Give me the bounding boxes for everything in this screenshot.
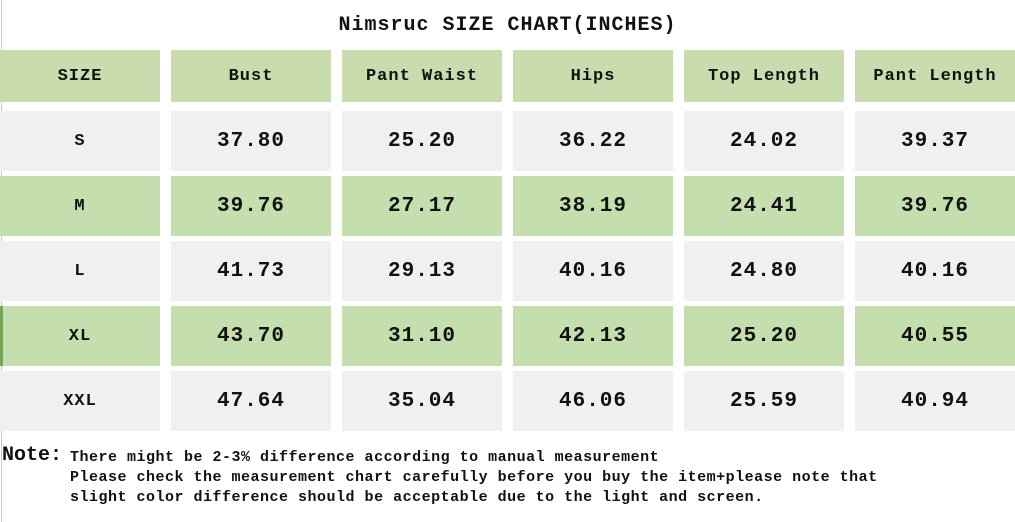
- top-length-value: 25.59: [684, 371, 844, 431]
- pant-waist-value: 29.13: [342, 241, 502, 301]
- table-row-s: S 37.80 25.20 36.22 24.02 39.37: [0, 111, 1015, 171]
- bust-value: 47.64: [171, 371, 331, 431]
- table-row-xxl: XXL 47.64 35.04 46.06 25.59 40.94: [0, 371, 1015, 431]
- column-header-size: SIZE: [0, 50, 160, 102]
- note-line-3: slight color difference should be accept…: [70, 489, 764, 506]
- size-label: L: [0, 241, 160, 301]
- size-label: M: [0, 176, 160, 236]
- pant-waist-value: 27.17: [342, 176, 502, 236]
- pant-waist-value: 25.20: [342, 111, 502, 171]
- size-label-text: XL: [68, 326, 92, 346]
- hips-value: 38.19: [513, 176, 673, 236]
- note-label: Note:: [2, 444, 63, 467]
- pant-length-value: 40.55: [855, 306, 1015, 366]
- column-header-top-length: Top Length: [684, 50, 844, 102]
- bust-value: 43.70: [171, 306, 331, 366]
- table-row-m: M 39.76 27.17 38.19 24.41 39.76: [0, 176, 1015, 236]
- column-header-hips: Hips: [513, 50, 673, 102]
- note-section: Note: There might be 2-3% difference acc…: [0, 445, 1015, 508]
- pant-waist-value: 35.04: [342, 371, 502, 431]
- table-row-l: L 41.73 29.13 40.16 24.80 40.16: [0, 241, 1015, 301]
- top-length-value: 25.20: [684, 306, 844, 366]
- pant-length-value: 40.16: [855, 241, 1015, 301]
- table-header-row: SIZE Bust Pant Waist Hips Top Length Pan…: [0, 50, 1015, 102]
- bust-value: 37.80: [171, 111, 331, 171]
- size-table: SIZE Bust Pant Waist Hips Top Length Pan…: [0, 50, 1015, 431]
- pant-length-value: 39.76: [855, 176, 1015, 236]
- bust-value: 39.76: [171, 176, 331, 236]
- pant-length-value: 39.37: [855, 111, 1015, 171]
- note-body: There might be 2-3% difference according…: [70, 445, 878, 508]
- size-label: S: [0, 111, 160, 171]
- hips-value: 40.16: [513, 241, 673, 301]
- hips-value: 46.06: [513, 371, 673, 431]
- chart-title: Nimsruc SIZE CHART(INCHES): [338, 13, 677, 37]
- note-line-2: Please check the measurement chart caref…: [70, 469, 878, 486]
- pant-waist-value: 31.10: [342, 306, 502, 366]
- pant-length-value: 40.94: [855, 371, 1015, 431]
- bust-value: 41.73: [171, 241, 331, 301]
- top-length-value: 24.41: [684, 176, 844, 236]
- hips-value: 36.22: [513, 111, 673, 171]
- top-length-value: 24.80: [684, 241, 844, 301]
- xl-row-left-edge: [0, 306, 3, 366]
- top-length-value: 24.02: [684, 111, 844, 171]
- column-header-bust: Bust: [171, 50, 331, 102]
- column-header-pant-waist: Pant Waist: [342, 50, 502, 102]
- hips-value: 42.13: [513, 306, 673, 366]
- table-row-xl: XL 43.70 31.10 42.13 25.20 40.55: [0, 306, 1015, 366]
- size-label: XXL: [0, 371, 160, 431]
- size-label: XL: [0, 306, 160, 366]
- note-line-1: There might be 2-3% difference according…: [70, 449, 660, 466]
- column-header-pant-length: Pant Length: [855, 50, 1015, 102]
